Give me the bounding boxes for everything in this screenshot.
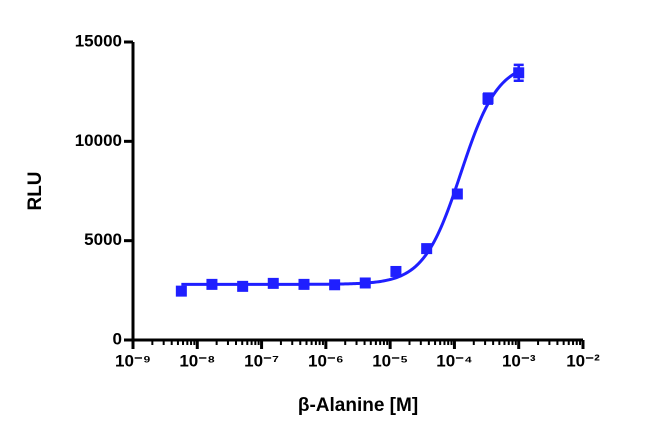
data-point [267,277,279,289]
x-tick-label: 10⁻⁸ [179,351,215,370]
y-tick-label: 5000 [84,230,122,249]
data-point [237,280,249,292]
x-axis-title: β-Alanine [M] [298,395,418,416]
data-point [513,67,525,79]
fit-curve [181,70,520,286]
x-tick-label: 10⁻⁹ [115,351,151,370]
x-tick-label: 10⁻⁴ [436,351,472,370]
x-tick-label: 10⁻² [566,351,600,370]
y-tick-label: 0 [113,329,122,348]
data-point [482,93,494,105]
data-point [329,279,341,291]
data-point [359,277,371,289]
data-point [421,243,433,255]
x-tick-label: 10⁻⁷ [244,351,279,370]
y-axis-title: RLU [25,171,46,210]
data-point [206,278,218,290]
y-tick-label: 10000 [75,131,122,150]
x-tick-label: 10⁻⁶ [308,351,344,370]
y-tick-label: 15000 [75,31,122,50]
x-tick-label: 10⁻³ [502,351,536,370]
data-point [451,188,463,200]
x-tick-label: 10⁻⁵ [372,351,408,370]
data-point [175,285,187,297]
data-point [390,265,402,277]
data-point [298,278,310,290]
